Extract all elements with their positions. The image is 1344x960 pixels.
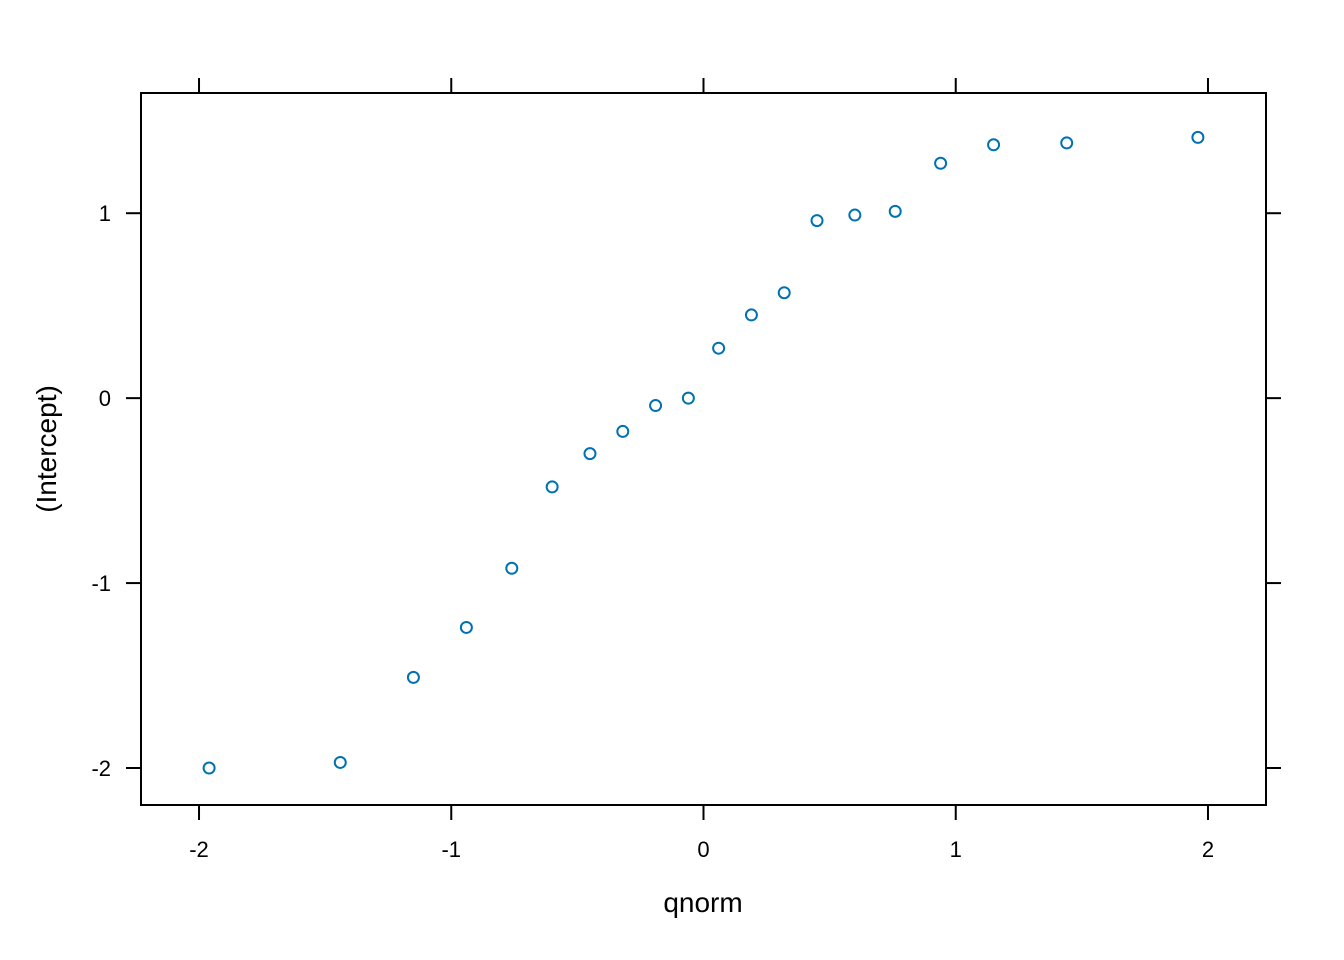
data-point <box>1191 130 1205 144</box>
x-axis-label: qnorm <box>663 887 742 918</box>
data-point <box>583 447 597 461</box>
data-point <box>777 286 791 300</box>
x-tick-label: 0 <box>697 837 709 862</box>
y-tick-label: 1 <box>99 201 111 226</box>
data-point <box>545 480 559 494</box>
data-point <box>1060 136 1074 150</box>
data-point <box>681 391 695 405</box>
data-points <box>202 130 1205 775</box>
axis-ticks <box>126 78 1281 820</box>
data-point <box>505 561 519 575</box>
y-tick-label: 0 <box>99 386 111 411</box>
y-tick-label: -2 <box>91 756 111 781</box>
data-point <box>459 620 473 634</box>
data-point <box>744 308 758 322</box>
data-point <box>810 214 824 228</box>
y-tick-label: -1 <box>91 571 111 596</box>
x-tick-label: -1 <box>441 837 461 862</box>
x-tick-label: 2 <box>1202 837 1214 862</box>
x-tick-label: -2 <box>189 837 209 862</box>
data-point <box>202 761 216 775</box>
plot-frame <box>140 92 1267 806</box>
data-point <box>848 208 862 222</box>
data-point <box>934 156 948 170</box>
x-tick-label: 1 <box>950 837 962 862</box>
data-point <box>406 670 420 684</box>
data-point <box>333 755 347 769</box>
data-point <box>616 424 630 438</box>
data-point <box>649 399 663 413</box>
y-axis-label: (Intercept) <box>31 385 62 513</box>
data-point <box>987 138 1001 152</box>
data-point <box>712 341 726 355</box>
data-point <box>888 204 902 218</box>
axis-tick-labels: -2 -1 0 1 2 -2 -1 0 1 <box>91 201 1214 862</box>
